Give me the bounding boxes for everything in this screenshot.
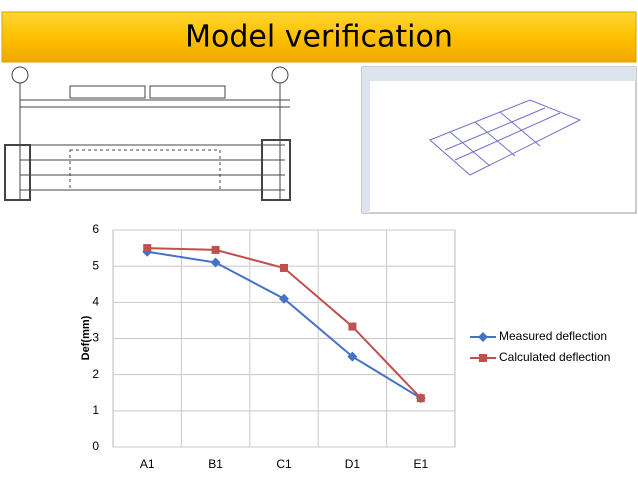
slide-title: Model verification <box>185 20 453 55</box>
series-line <box>147 250 422 400</box>
x-tick-label: B1 <box>208 457 223 471</box>
point <box>143 244 152 253</box>
y-tick-label: 0 <box>92 439 99 453</box>
point <box>279 293 289 304</box>
y-tick-label: 4 <box>92 295 99 309</box>
title-banner <box>1 11 637 63</box>
point <box>347 351 358 362</box>
y-tick-label: 3 <box>92 331 99 345</box>
x-tick-label: E1 <box>413 457 428 471</box>
point <box>280 263 288 272</box>
y-axis-label: Def(mm) <box>80 315 92 360</box>
y-tick-label: 1 <box>92 403 99 417</box>
legend-label: Calculated deflection <box>499 350 610 364</box>
y-tick-label: 6 <box>92 222 99 236</box>
legend-marker <box>478 332 488 342</box>
software-screenshot <box>361 66 637 214</box>
bridge-drawing <box>4 66 291 201</box>
point <box>416 394 425 403</box>
point <box>210 257 221 268</box>
y-tick-label: 2 <box>92 367 99 381</box>
chart: Def(mm) 0 1 2 3 4 5 6 A1 B1 C1 D1 E1 Measured deflec… <box>80 222 611 471</box>
legend-marker <box>479 354 487 362</box>
y-tick-label: 5 <box>92 258 99 272</box>
x-tick-label: A1 <box>140 457 155 471</box>
legend-label: Measured deflection <box>499 329 607 343</box>
point <box>211 245 220 254</box>
x-tick-label: D1 <box>345 457 361 471</box>
point <box>348 322 357 331</box>
x-tick-label: C1 <box>276 457 292 471</box>
